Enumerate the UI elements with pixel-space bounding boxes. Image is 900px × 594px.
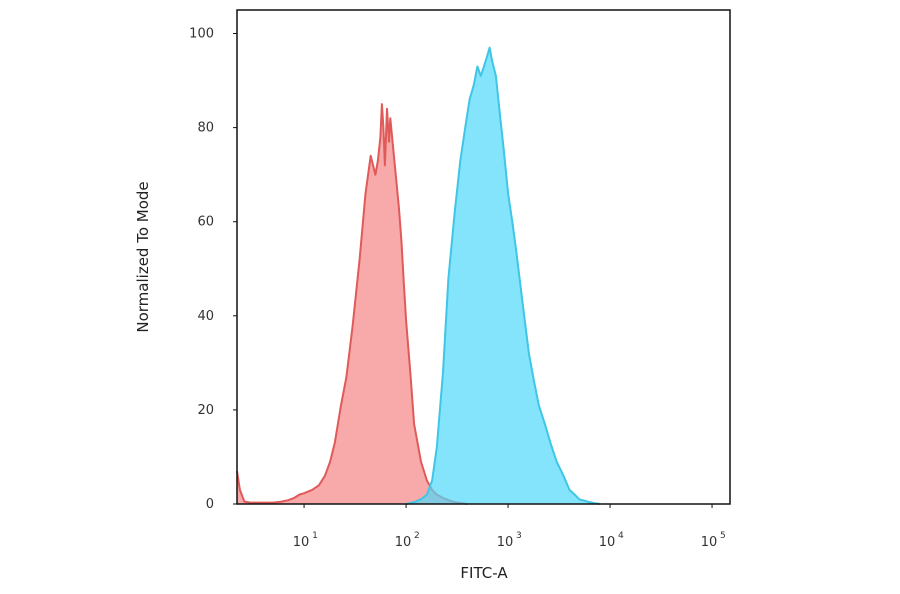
x-tick-exponent: 3 xyxy=(516,531,522,541)
plot-frame xyxy=(236,9,731,505)
y-tick-label: 0 xyxy=(206,497,214,512)
x-tick-label: 10 xyxy=(293,535,310,550)
x-tick-exponent: 5 xyxy=(720,531,726,541)
y-tick-label: 40 xyxy=(197,309,214,324)
y-axis-label: Normalized To Mode xyxy=(134,181,152,332)
series-2-area xyxy=(406,47,601,504)
y-tick-label: 60 xyxy=(197,215,214,230)
series-1-line xyxy=(236,103,468,505)
x-tick-label: 10 xyxy=(701,535,718,550)
y-axis: 0 20 40 60 80 100 xyxy=(189,27,237,512)
x-tick-exponent: 2 xyxy=(414,531,420,541)
series-1-area xyxy=(237,104,468,504)
y-tick-label: 20 xyxy=(197,403,214,418)
x-tick-label: 10 xyxy=(497,535,514,550)
x-tick-exponent: 1 xyxy=(312,531,318,541)
y-tick-label: 80 xyxy=(197,121,214,136)
series-layer xyxy=(236,46,601,505)
x-tick-label: 10 xyxy=(599,535,616,550)
x-tick-exponent: 4 xyxy=(618,531,624,541)
series-2-line xyxy=(405,46,601,505)
y-tick-label: 100 xyxy=(189,27,214,42)
x-axis-label: FITC-A xyxy=(460,564,508,582)
x-axis: 10 1 10 2 10 3 10 4 10 5 xyxy=(293,504,726,550)
x-tick-label: 10 xyxy=(395,535,412,550)
